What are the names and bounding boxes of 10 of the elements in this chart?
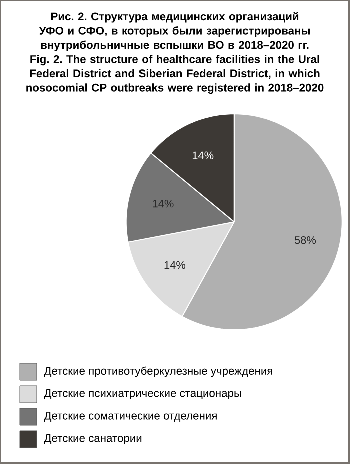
- legend-label: Детские противотуберкулезные учреждения: [44, 366, 272, 378]
- data-label: 58%: [294, 236, 316, 244]
- chart-title: Рис. 2. Структура медицинских организаций УФО и СФО, в которых были зарегистрированы внутрибольничные вспышки ВО в 2018–2020 гг.: [39, 12, 310, 52]
- chart-subtitle: Fig. 2. The structure of healthcare facilities in the Ural Federal District and Siberian Federal District, in which nosocomial CP outbreaks were registered in 2018–2020: [26, 55, 324, 94]
- data-label: 14%: [153, 200, 174, 208]
- data-label: 14%: [192, 152, 214, 160]
- legend-label: Детские соматические отделения: [44, 412, 217, 422]
- data-label: 14%: [164, 261, 186, 270]
- legend-label: Детские психиатрические стационары: [44, 390, 242, 400]
- legend-label: Детские санатории: [44, 434, 142, 444]
